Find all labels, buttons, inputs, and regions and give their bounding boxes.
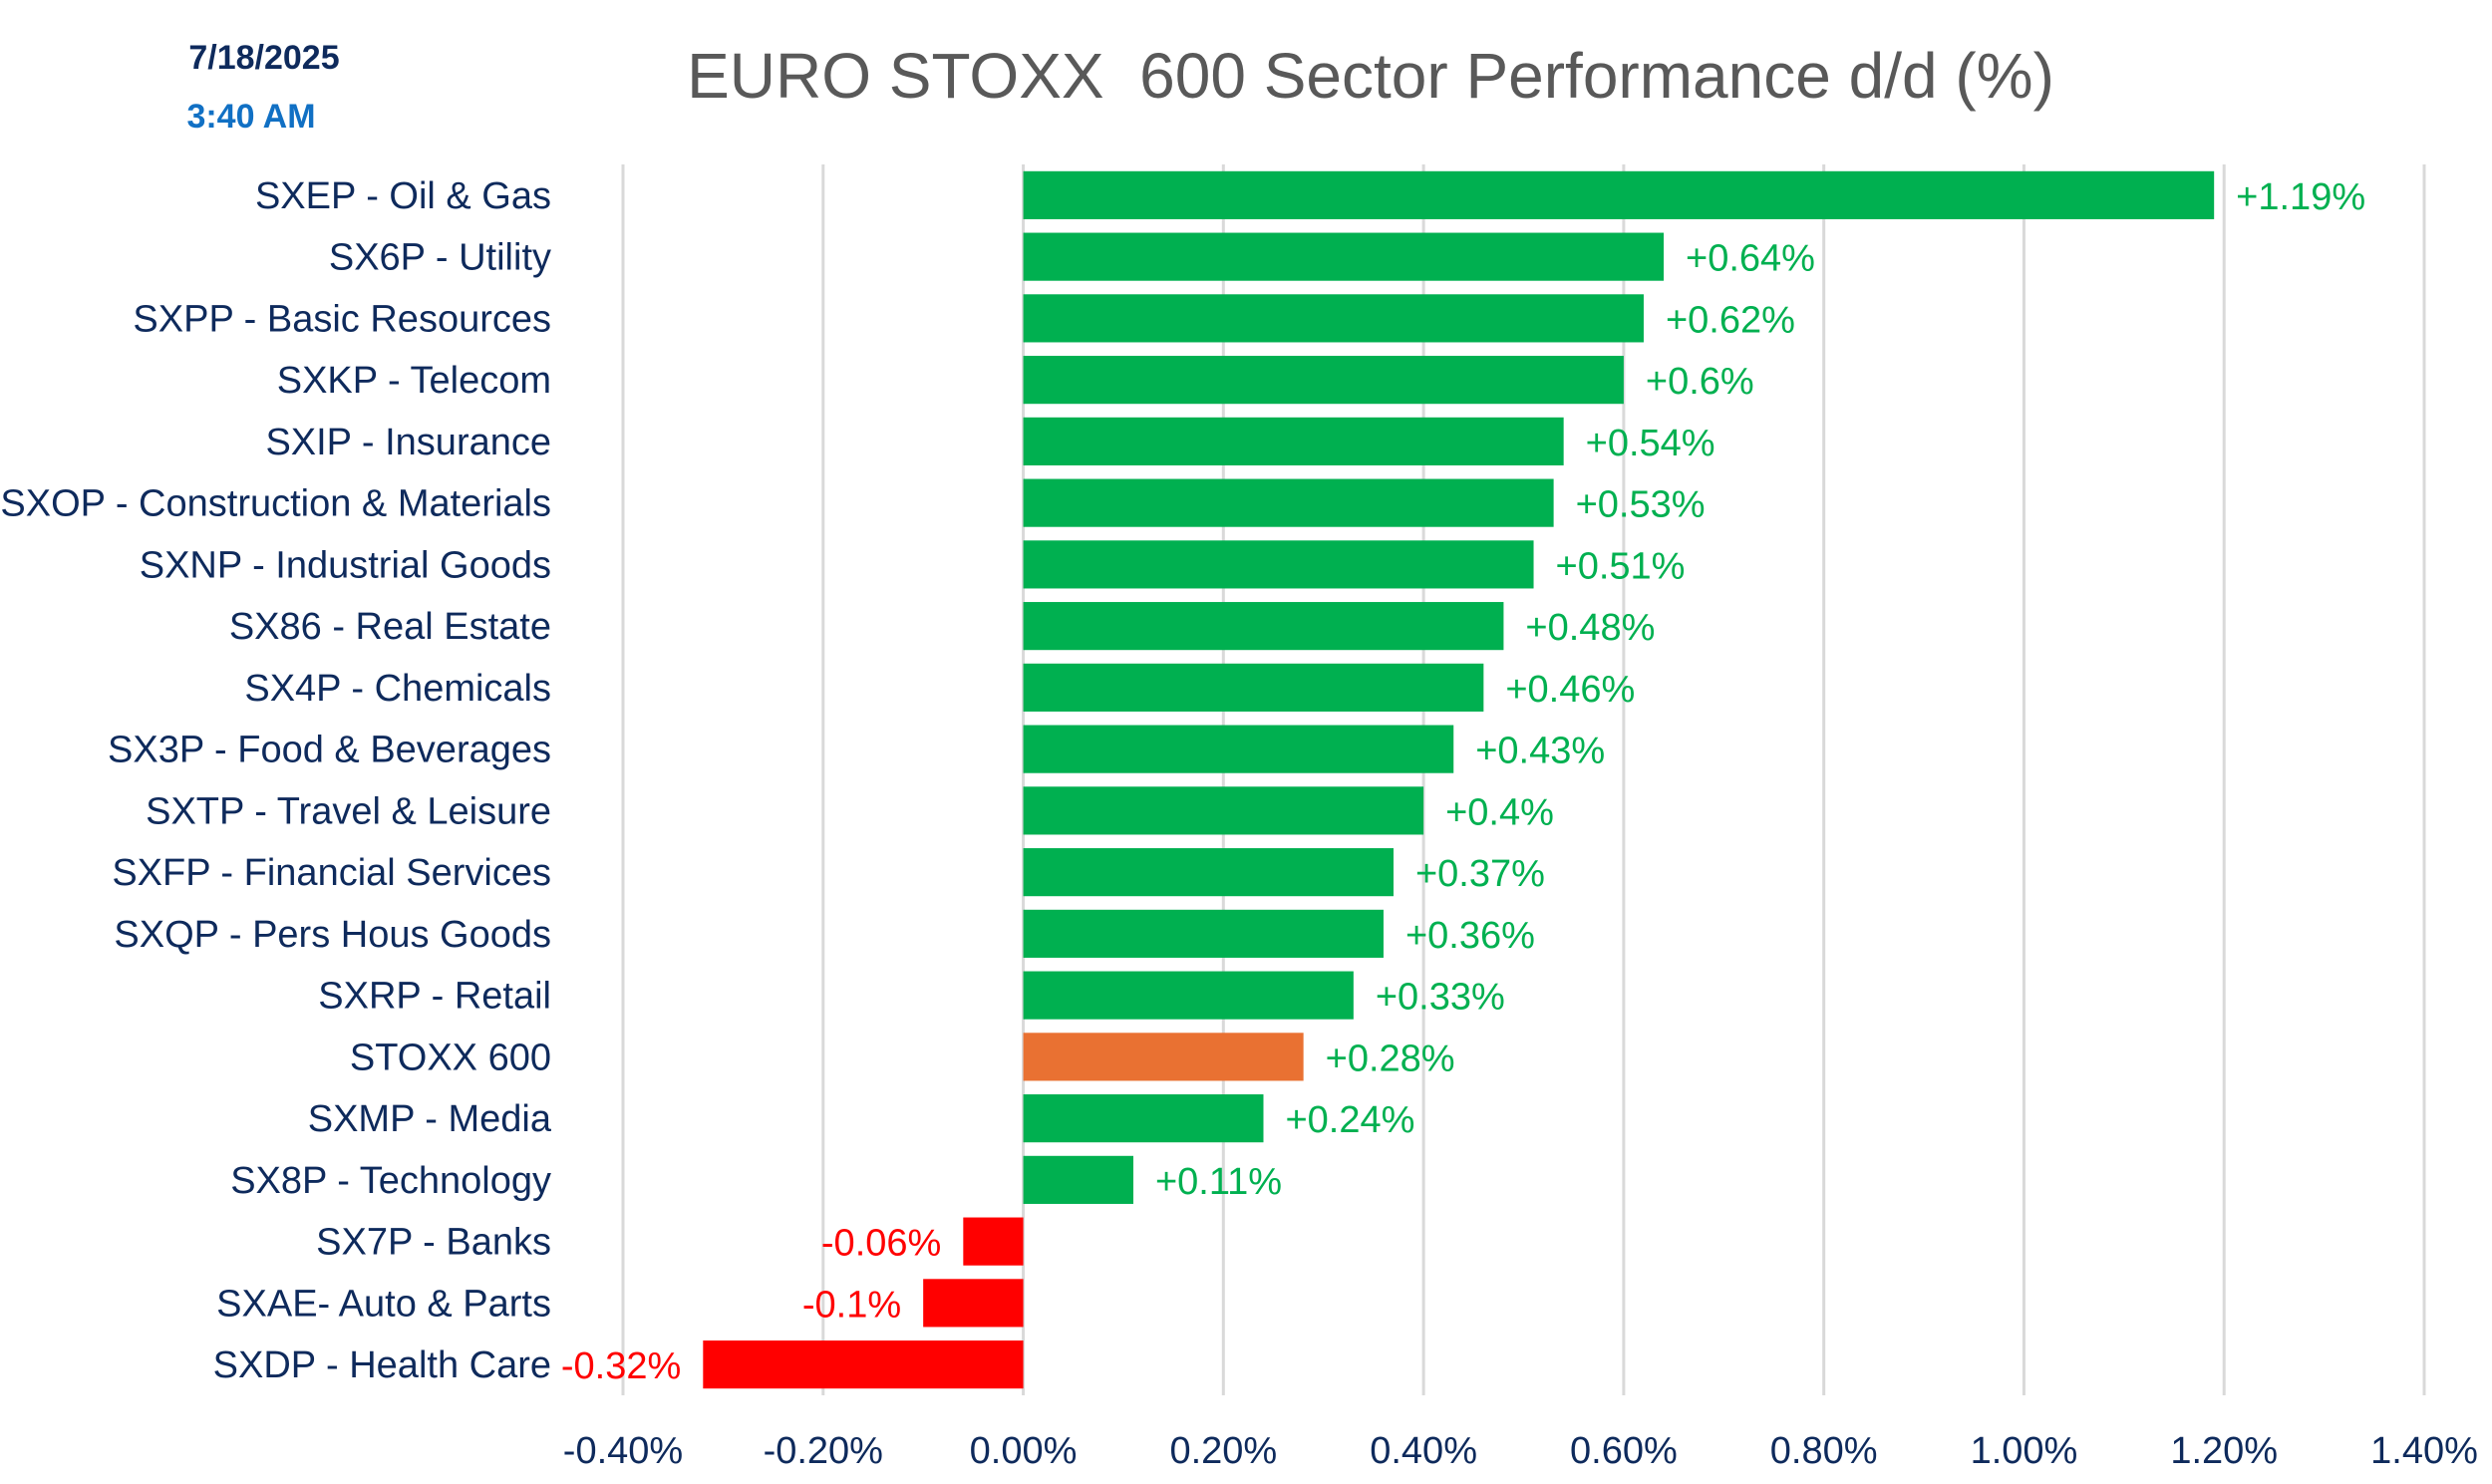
data-label: +0.51%	[1556, 545, 1686, 587]
data-label: +0.64%	[1686, 238, 1815, 280]
data-label: -0.06%	[821, 1223, 941, 1265]
bar	[1023, 848, 1394, 897]
data-label: +0.43%	[1475, 731, 1605, 772]
bar	[1023, 1033, 1304, 1081]
bar	[1023, 294, 1644, 343]
gridlines	[621, 164, 2426, 1395]
bar	[1023, 602, 1504, 651]
x-tick-label: 0.80%	[1770, 1430, 1878, 1472]
category-label: SX3P - Food & Beverages	[108, 730, 551, 771]
bar	[1023, 170, 2215, 219]
category-label: SXTP - Travel & Leisure	[146, 790, 551, 832]
bar	[1023, 232, 1665, 281]
report-time: 3:40 AM	[186, 98, 315, 136]
bar	[1023, 663, 1484, 712]
category-label: SXOP - Construction & Materials	[0, 483, 551, 525]
category-label: SX8P - Technology	[230, 1160, 551, 1202]
category-label: SXKP - Telecom	[277, 360, 551, 402]
data-label: +0.37%	[1415, 853, 1545, 895]
category-label: STOXX 600	[350, 1037, 551, 1078]
data-label: +1.19%	[2236, 176, 2365, 218]
bar	[1023, 417, 1564, 465]
x-tick-label: 0.20%	[1169, 1430, 1277, 1472]
report-date: 7/18/2025	[188, 39, 339, 77]
x-tick-label: 1.40%	[2370, 1430, 2478, 1472]
data-label: +0.48%	[1525, 607, 1655, 649]
data-label: +0.33%	[1376, 977, 1505, 1019]
category-labels: SXEP - Oil & Gas SX6P - Utility SXPP - Bas…	[0, 175, 551, 1386]
category-label: SXIP - Insurance	[265, 422, 551, 463]
x-tick-label: -0.40%	[563, 1430, 683, 1472]
bar	[1023, 1094, 1264, 1143]
category-label: SXQP - Pers Hous Goods	[114, 914, 551, 956]
bars	[703, 170, 2215, 1389]
category-label: SXMP - Media	[308, 1098, 552, 1140]
bar	[703, 1340, 1024, 1389]
data-label: +0.6%	[1646, 361, 1754, 403]
bar	[923, 1279, 1024, 1328]
category-label: SX6P - Utility	[329, 237, 551, 279]
chart-title: EURO STOXX 600 Sector Performance d/d (%…	[687, 40, 2054, 112]
bar	[1023, 971, 1354, 1020]
bar	[1023, 540, 1534, 589]
category-label: SXEP - Oil & Gas	[255, 175, 551, 217]
x-tick-label: 0.60%	[1570, 1430, 1678, 1472]
category-label: SXNP - Industrial Goods	[140, 544, 551, 586]
x-tick-label: 0.00%	[970, 1430, 1078, 1472]
data-label: -0.32%	[561, 1345, 681, 1387]
data-labels: +1.19% +0.64% +0.62% +0.6% +0.54% +0.53% +0.51…	[561, 176, 2365, 1387]
bar	[1023, 478, 1554, 527]
x-tick-label: 1.20%	[2170, 1430, 2278, 1472]
category-label: SXPP - Basic Resources	[133, 298, 551, 340]
data-label: +0.62%	[1666, 299, 1795, 341]
bar	[1023, 909, 1384, 958]
category-label: SXDP - Health Care	[213, 1344, 551, 1386]
data-label: +0.11%	[1155, 1161, 1282, 1203]
category-label: SXFP - Financial Services	[112, 852, 551, 894]
bar	[1023, 725, 1454, 773]
data-label: +0.24%	[1285, 1099, 1414, 1141]
bar	[1023, 786, 1424, 835]
data-label: +0.53%	[1576, 484, 1706, 526]
category-label: SX7P - Banks	[316, 1222, 551, 1264]
data-label: +0.46%	[1505, 669, 1635, 711]
x-tick-label: 1.00%	[1971, 1430, 2078, 1472]
x-axis-tick-labels: -0.40% -0.20% 0.00% 0.20% 0.40% 0.60% 0.80% 1.0…	[563, 1430, 2478, 1472]
data-label: +0.28%	[1326, 1038, 1455, 1079]
category-label: SX4P - Chemicals	[244, 668, 551, 710]
category-label: SXRP - Retail	[318, 976, 551, 1018]
data-label: +0.4%	[1445, 791, 1554, 833]
bar	[1023, 356, 1624, 405]
bar	[963, 1217, 1024, 1266]
x-tick-label: -0.20%	[764, 1430, 883, 1472]
data-label: +0.54%	[1586, 423, 1715, 464]
category-label: SXAE- Auto & Parts	[216, 1283, 551, 1325]
bar	[1023, 1155, 1133, 1204]
data-label: +0.36%	[1405, 915, 1535, 957]
data-label: -0.1%	[802, 1284, 901, 1326]
category-label: SX86 - Real Estate	[229, 606, 551, 648]
x-tick-label: 0.40%	[1370, 1430, 1477, 1472]
